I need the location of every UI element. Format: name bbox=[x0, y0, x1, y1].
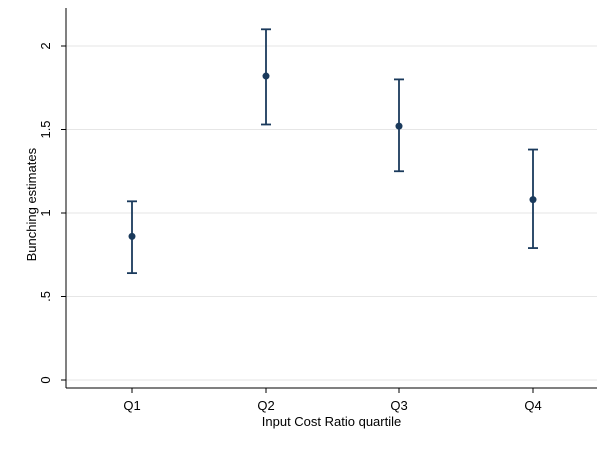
y-tick-label: 0 bbox=[38, 376, 53, 383]
y-tick-label: 2 bbox=[38, 42, 53, 49]
point-estimate bbox=[529, 196, 537, 204]
gridlines bbox=[66, 45, 597, 381]
x-tick-label: Q4 bbox=[524, 398, 541, 413]
y-tick-label: 1 bbox=[38, 209, 53, 216]
point-estimate bbox=[128, 232, 136, 240]
data-marks bbox=[127, 28, 538, 275]
x-tick-label: Q3 bbox=[390, 398, 407, 413]
y-axis-title: Bunching estimates bbox=[24, 147, 39, 261]
y-tick-label: .5 bbox=[38, 291, 53, 302]
x-tick-label: Q1 bbox=[123, 398, 140, 413]
y-ticks: 0 .5 1 1.5 2 bbox=[38, 42, 66, 384]
point-estimate bbox=[262, 72, 270, 80]
x-tick-label: Q2 bbox=[257, 398, 274, 413]
x-ticks: Q1 Q2 Q3 Q4 bbox=[123, 388, 542, 413]
point-estimate bbox=[395, 122, 403, 130]
x-axis-title: Input Cost Ratio quartile bbox=[262, 414, 401, 429]
y-tick-label: 1.5 bbox=[38, 120, 53, 138]
